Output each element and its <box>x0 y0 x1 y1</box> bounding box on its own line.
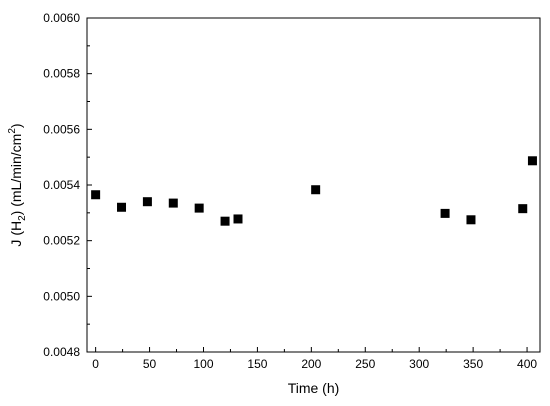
data-point <box>194 203 204 213</box>
y-tick-label: 0.0054 <box>43 178 80 192</box>
y-axis-title-prefix: J (H <box>8 221 24 247</box>
x-tick-label: 100 <box>193 357 213 371</box>
ticks-layer <box>87 17 528 353</box>
x-tick-label: 350 <box>463 357 483 371</box>
data-point <box>233 214 243 224</box>
data-point <box>117 202 127 212</box>
y-axis-title-subscript: 2 <box>17 215 28 221</box>
data-point <box>518 204 528 214</box>
x-tick-label: 200 <box>301 357 321 371</box>
x-tick-label: 150 <box>247 357 267 371</box>
y-tick-label: 0.0058 <box>43 67 80 81</box>
data-point <box>168 198 178 208</box>
x-tick-label: 300 <box>409 357 429 371</box>
x-axis-title: Time (h) <box>288 380 340 396</box>
data-point <box>466 215 476 225</box>
y-tick-label: 0.0056 <box>43 122 80 136</box>
x-tick-label: 50 <box>143 357 157 371</box>
data-point <box>91 190 101 200</box>
data-point <box>142 197 152 207</box>
x-tick-label: 400 <box>517 357 537 371</box>
tick-labels-layer: 0 50 100 150 200 250 300 350 400 0.0048 0.0050 0.00… <box>43 11 537 371</box>
y-axis-title: J (H2) (mL/min/cm2) <box>7 123 28 246</box>
y-axis-title-suffix: ) <box>8 123 24 128</box>
y-tick-label: 0.0048 <box>43 345 80 359</box>
y-tick-label: 0.0050 <box>43 289 80 303</box>
y-axis-title-middle: ) (mL/min/cm <box>8 134 24 216</box>
x-tick-label: 0 <box>92 357 99 371</box>
plot-frame <box>86 17 541 353</box>
data-point <box>440 208 450 218</box>
data-point <box>311 185 321 195</box>
y-tick-label: 0.0060 <box>43 11 80 25</box>
y-tick-label: 0.0052 <box>43 234 80 248</box>
data-point <box>220 216 230 226</box>
data-point <box>527 156 537 166</box>
y-axis-title-superscript: 2 <box>7 128 18 134</box>
x-tick-label: 250 <box>355 357 375 371</box>
data-points <box>91 156 537 226</box>
